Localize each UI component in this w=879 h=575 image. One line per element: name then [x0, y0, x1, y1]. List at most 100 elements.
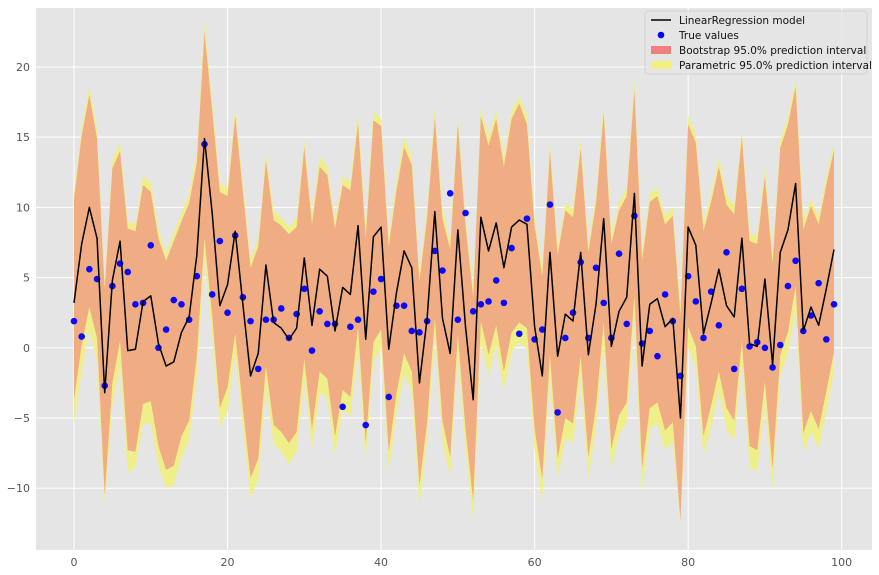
legend-label-bootstrap: Bootstrap 95.0% prediction interval [679, 45, 866, 57]
x-tick-label: 80 [681, 556, 695, 569]
legend-box [644, 10, 868, 75]
x-tick-label: 100 [831, 556, 852, 569]
true-value-point [178, 300, 185, 308]
true-value-point [216, 237, 224, 245]
legend-dot-swatch [657, 31, 665, 39]
tick-labels: 0 20 40 60 80 100 −10 −5 0 5 10 15 20 [7, 61, 852, 569]
y-tick-label: 20 [16, 61, 30, 74]
y-tick-label: −5 [14, 412, 30, 425]
legend-bootstrap-swatch [651, 46, 671, 54]
true-value-point [523, 215, 531, 222]
true-value-point [500, 299, 508, 307]
true-value-point [600, 299, 607, 307]
true-value-point [354, 316, 362, 324]
true-value-point [262, 316, 270, 324]
legend: LinearRegression model True values Boots… [644, 10, 872, 75]
true-value-point [646, 327, 654, 335]
true-value-point [515, 330, 523, 338]
y-tick-label: 5 [23, 272, 30, 285]
legend-entry-parametric: Parametric 95.0% prediction interval [651, 60, 872, 72]
true-value-point [316, 307, 323, 315]
y-tick-label: 10 [16, 201, 30, 214]
y-tick-label: −10 [7, 482, 30, 495]
true-value-point [477, 300, 485, 308]
legend-label-model: LinearRegression model [679, 15, 805, 27]
true-value-point [508, 244, 515, 252]
true-value-point [692, 298, 700, 305]
true-value-point [301, 285, 308, 293]
true-value-point [538, 326, 546, 333]
true-value-point [792, 257, 799, 265]
true-value-point [654, 352, 661, 360]
true-value-point [408, 327, 416, 335]
true-value-point [147, 242, 155, 249]
true-value-point [70, 317, 78, 325]
legend-parametric-swatch [651, 61, 671, 69]
true-value-point [485, 298, 492, 305]
true-value-point [769, 364, 776, 371]
x-tick-label: 60 [528, 556, 542, 569]
legend-entry-true-values: True values [657, 30, 739, 42]
true-value-point [385, 393, 393, 401]
x-tick-label: 20 [221, 556, 235, 569]
true-value-point [224, 309, 231, 316]
true-value-point [254, 365, 262, 373]
true-value-point [715, 322, 723, 329]
true-value-point [469, 307, 477, 315]
true-value-point [400, 302, 408, 309]
true-value-point [454, 316, 462, 324]
true-value-point [615, 250, 623, 258]
legend-label-true-values: True values [678, 30, 739, 42]
true-value-point [347, 323, 354, 331]
y-tick-label: 0 [23, 342, 30, 355]
true-value-point [761, 344, 769, 352]
true-value-point [439, 267, 446, 274]
x-tick-label: 0 [71, 556, 78, 569]
true-value-point [623, 320, 631, 328]
true-value-point [700, 334, 707, 342]
x-tick-label: 40 [374, 556, 388, 569]
true-value-point [308, 347, 316, 354]
legend-label-parametric: Parametric 95.0% prediction interval [679, 60, 872, 72]
true-value-point [738, 285, 746, 293]
true-value-point [562, 334, 569, 342]
true-value-point [377, 275, 385, 283]
true-value-point [339, 403, 346, 411]
true-value-point [324, 320, 331, 328]
true-value-point [416, 329, 423, 336]
true-value-point [247, 317, 254, 325]
true-value-point [462, 209, 469, 217]
true-value-point [776, 341, 784, 349]
legend-entry-bootstrap: Bootstrap 95.0% prediction interval [651, 45, 866, 57]
true-value-point [208, 291, 216, 298]
true-value-point [86, 265, 93, 273]
true-value-point [723, 249, 730, 256]
true-value-point [730, 365, 738, 373]
true-value-point [132, 300, 139, 308]
true-value-point [370, 288, 377, 295]
true-value-point [431, 247, 439, 255]
legend-entry-model: LinearRegression model [651, 15, 805, 27]
true-value-point [277, 305, 285, 312]
y-tick-label: 15 [16, 131, 30, 144]
true-value-point [592, 264, 600, 272]
true-value-point [784, 282, 792, 290]
true-value-point [193, 272, 201, 280]
true-value-point [162, 326, 170, 333]
true-value-point [492, 277, 500, 284]
true-value-point [823, 336, 830, 343]
true-value-point [546, 201, 554, 208]
true-value-point [446, 190, 454, 197]
true-value-point [830, 300, 838, 308]
true-value-point [661, 291, 669, 298]
true-value-point [170, 296, 178, 304]
true-value-point [78, 333, 85, 340]
true-value-point [362, 421, 370, 429]
true-value-point [124, 268, 132, 276]
model-line [73, 137, 835, 419]
true-value-point [554, 409, 561, 416]
true-value-point [815, 279, 822, 287]
bootstrap-interval-band [74, 31, 834, 521]
